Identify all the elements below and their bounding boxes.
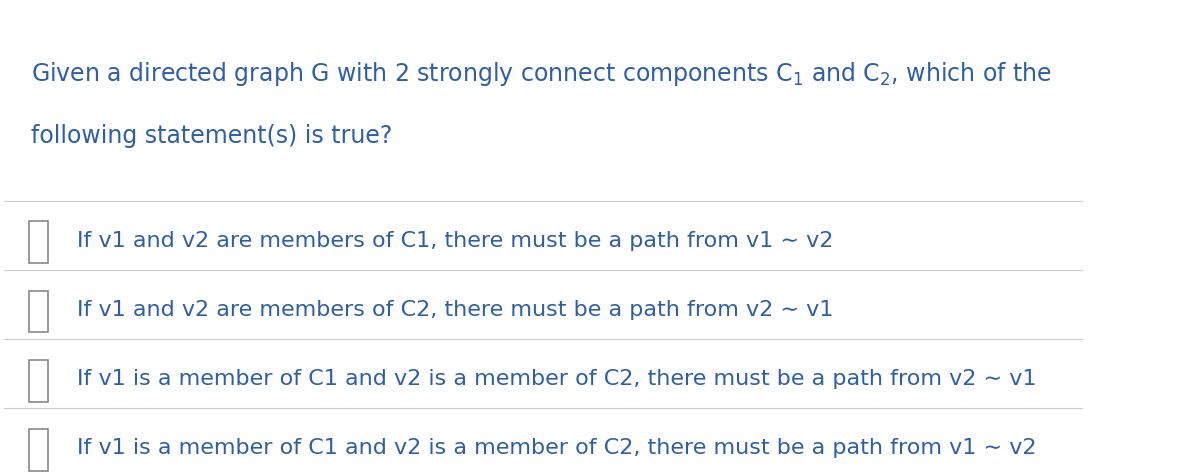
Text: following statement(s) is true?: following statement(s) is true? <box>31 124 392 148</box>
Text: If v1 and v2 are members of C2, there must be a path from v2 ∼ v1: If v1 and v2 are members of C2, there mu… <box>78 300 834 320</box>
Text: If v1 and v2 are members of C1, there must be a path from v1 ∼ v2: If v1 and v2 are members of C1, there mu… <box>78 230 834 251</box>
Text: If v1 is a member of C1 and v2 is a member of C2, there must be a path from v2 ∼: If v1 is a member of C1 and v2 is a memb… <box>78 369 1037 389</box>
Text: Given a directed graph G with 2 strongly connect components $\mathregular{C_1}$ : Given a directed graph G with 2 strongly… <box>31 60 1052 88</box>
Text: If v1 is a member of C1 and v2 is a member of C2, there must be a path from v1 ∼: If v1 is a member of C1 and v2 is a memb… <box>78 438 1037 458</box>
